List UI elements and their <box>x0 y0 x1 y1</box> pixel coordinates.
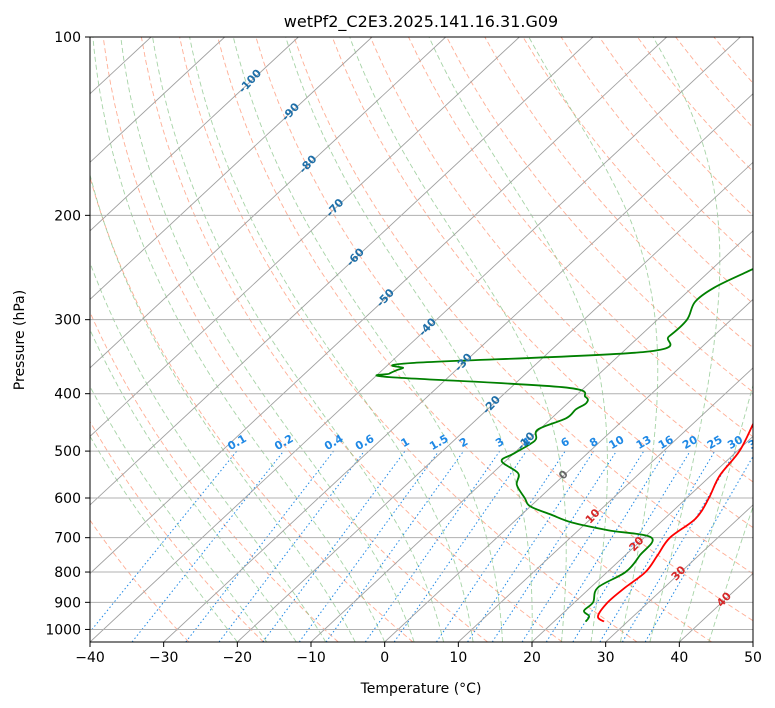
mixing-ratio-line <box>131 450 284 642</box>
moist-adiabat-line <box>189 37 474 642</box>
chart-title: wetPf2_C2E3.2025.141.16.31.G09 <box>284 12 558 32</box>
moist-adiabat-line <box>349 37 567 642</box>
mixing-ratio-line <box>393 450 527 642</box>
moist-adiabat-line <box>232 37 503 642</box>
isotherm-line <box>237 161 753 642</box>
moist-adiabat-line <box>678 383 753 642</box>
y-tick-label: 300 <box>54 313 81 329</box>
x-tick-label: 40 <box>670 650 688 666</box>
x-tick-label: 10 <box>449 650 467 666</box>
x-tick-label: −10 <box>296 650 326 666</box>
isotherm-line <box>384 298 753 642</box>
isotherm-line <box>90 37 226 163</box>
y-tick-label: 900 <box>54 595 81 611</box>
dry-adiabat-line <box>408 37 753 438</box>
mixing-ratio-line <box>90 450 238 633</box>
dry-adiabat-line <box>140 37 563 642</box>
mixing-ratio-line <box>521 450 645 642</box>
isotherm-line <box>90 37 668 575</box>
dry-adiabat-line <box>102 37 488 642</box>
moist-adiabat-line <box>90 435 238 642</box>
isotherm-line <box>310 230 753 642</box>
isotherm-line <box>90 37 594 506</box>
y-tick-label: 800 <box>54 565 81 581</box>
isotherm-line <box>0 37 4 642</box>
isotherm-line <box>605 504 753 642</box>
isotherm-line <box>163 93 753 642</box>
x-tick-label: 30 <box>597 650 615 666</box>
moist-adiabat-line <box>649 37 721 642</box>
isotherm-line <box>90 37 520 438</box>
isotherm-line <box>90 37 299 232</box>
y-tick-label: 1000 <box>45 622 81 638</box>
isotherm-line <box>531 435 753 642</box>
moist-adiabat-line <box>90 328 297 642</box>
dry-adiabat-line <box>90 311 339 642</box>
moist-adiabat-line <box>90 261 327 642</box>
y-tick-label: 500 <box>54 444 81 460</box>
mixing-ratio-line <box>298 450 440 642</box>
mixing-ratio-label: 36 <box>746 433 766 452</box>
y-tick-label: 100 <box>54 30 81 46</box>
x-tick-label: −40 <box>75 650 105 666</box>
moist-adiabat-line <box>528 37 659 642</box>
isotherm-line <box>90 37 447 369</box>
dry-adiabat-line <box>293 37 753 575</box>
plot-frame <box>89 36 754 643</box>
temperature-line <box>597 422 753 623</box>
isotherm-line <box>90 37 741 642</box>
mixing-ratio-line <box>599 450 716 642</box>
moist-adiabat-line <box>428 37 608 642</box>
dewpoint-line <box>375 267 753 623</box>
x-tick-label: 0 <box>380 650 389 666</box>
x-tick-label: 50 <box>744 650 762 666</box>
dry-adiabat-line <box>217 37 712 642</box>
x-tick-label: 20 <box>523 650 541 666</box>
x-tick-label: −30 <box>149 650 179 666</box>
y-tick-label: 400 <box>54 387 81 403</box>
isotherm-line <box>752 641 753 642</box>
dry-adiabat-line <box>484 37 753 349</box>
moist-adiabat-line <box>90 173 356 642</box>
dry-adiabat-line <box>90 519 190 642</box>
y-tick-label: 600 <box>54 491 81 507</box>
moist-adiabat-line <box>152 37 445 642</box>
y-axis-label: Pressure (hPa) <box>12 290 28 390</box>
mixing-ratio-line <box>644 455 753 642</box>
x-tick-label: −20 <box>223 650 253 666</box>
dry-adiabat-line <box>179 37 638 642</box>
mixing-ratio-line <box>545 450 667 642</box>
y-tick-label: 700 <box>54 531 81 547</box>
y-tick-label: 200 <box>54 208 81 224</box>
mixing-ratio-line <box>325 450 464 642</box>
moist-adiabat-line <box>90 385 268 642</box>
dry-adiabat-line <box>90 420 264 642</box>
moist-adiabat-line <box>708 505 753 642</box>
moist-adiabat-line <box>92 37 386 642</box>
dry-adiabat-line <box>255 37 753 622</box>
x-axis-label: Temperature (°C) <box>360 681 482 697</box>
dry-adiabat-line <box>751 37 753 39</box>
mixing-ratio-line <box>185 450 334 642</box>
isotherm-line <box>458 367 753 642</box>
mixing-ratio-line <box>364 450 501 642</box>
mixing-ratio-line <box>572 450 691 642</box>
isotherm-line <box>90 37 373 300</box>
